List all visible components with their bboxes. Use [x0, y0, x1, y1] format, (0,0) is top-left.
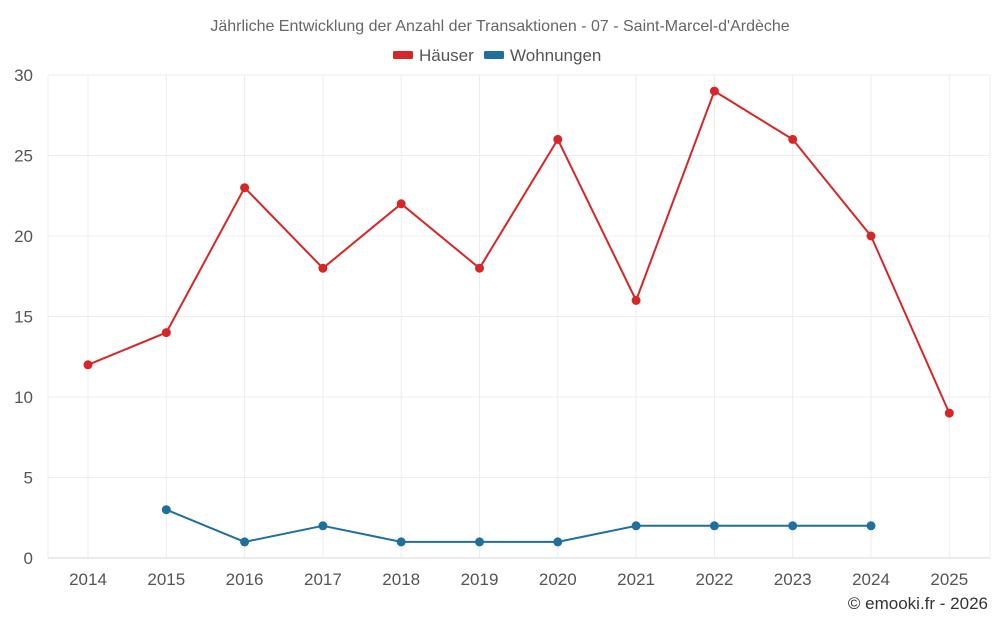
y-axis-ticks: 0 5 10 15 20 25 30 [14, 66, 33, 568]
data-point [83, 360, 93, 370]
x-tick-label: 2023 [774, 570, 812, 589]
data-point [396, 199, 406, 209]
y-tick-label: 0 [24, 549, 33, 568]
data-point [553, 134, 563, 144]
data-point [475, 263, 484, 273]
data-point [631, 521, 641, 531]
y-tick-label: 20 [14, 227, 33, 246]
data-point [240, 183, 250, 193]
data-point [161, 505, 171, 515]
data-point [161, 328, 171, 338]
y-tick-label: 25 [14, 147, 33, 166]
series-haeuser [83, 86, 954, 418]
data-point [709, 86, 719, 96]
series-wohnungen [161, 505, 876, 547]
x-tick-label: 2018 [382, 570, 420, 589]
x-tick-label: 2021 [617, 570, 655, 589]
data-point [788, 521, 798, 531]
series-layer [83, 86, 954, 547]
grid [47, 74, 991, 559]
legend-label: Häuser [419, 46, 474, 65]
legend-item-haeuser: Häuser [393, 46, 474, 65]
legend-label: Wohnungen [510, 46, 601, 65]
x-tick-label: 2014 [69, 570, 107, 589]
data-point [553, 537, 563, 547]
credit-text: © emooki.fr - 2026 [848, 594, 988, 613]
data-point [318, 263, 328, 273]
x-tick-label: 2020 [539, 570, 577, 589]
x-tick-label: 2015 [147, 570, 185, 589]
data-point [788, 134, 798, 144]
legend-item-wohnungen: Wohnungen [484, 46, 601, 65]
y-tick-label: 30 [14, 66, 33, 85]
data-point [866, 231, 876, 241]
y-tick-label: 5 [24, 469, 33, 488]
data-point [631, 295, 641, 305]
y-tick-label: 10 [14, 388, 33, 407]
x-tick-label: 2019 [461, 570, 499, 589]
data-point [240, 537, 250, 547]
series-line [165, 508, 872, 543]
data-point [944, 408, 954, 418]
y-tick-label: 15 [14, 308, 33, 327]
data-point [475, 537, 484, 547]
legend: Häuser Wohnungen [393, 46, 601, 65]
data-point [709, 521, 719, 531]
legend-swatch [393, 51, 413, 59]
legend-swatch [484, 51, 504, 59]
x-tick-label: 2025 [930, 570, 968, 589]
chart-title: Jährliche Entwicklung der Anzahl der Tra… [210, 18, 789, 35]
data-point [866, 521, 876, 531]
x-axis-ticks: 2014 2015 2016 2017 2018 2019 2020 2021 2022 2023… [69, 570, 968, 589]
x-tick-label: 2024 [852, 570, 890, 589]
x-tick-label: 2017 [304, 570, 342, 589]
series-line [87, 90, 951, 415]
data-point [396, 537, 406, 547]
data-point [318, 521, 328, 531]
x-tick-label: 2016 [226, 570, 264, 589]
x-tick-label: 2022 [695, 570, 733, 589]
